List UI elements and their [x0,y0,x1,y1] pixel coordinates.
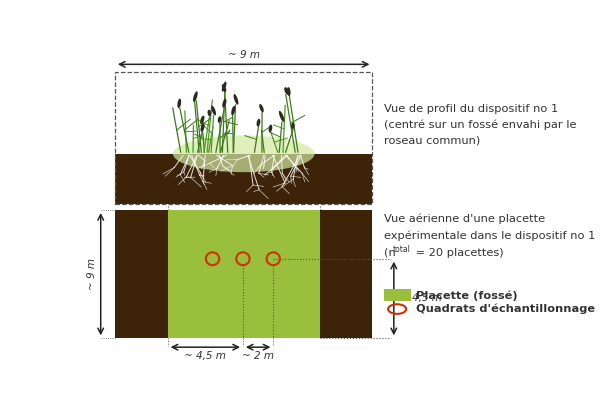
Text: Vue aérienne d'une placette: Vue aérienne d'une placette [384,213,546,224]
Ellipse shape [256,119,260,126]
Text: Vue de profil du dispositif no 1: Vue de profil du dispositif no 1 [384,104,558,114]
Text: (n: (n [384,248,396,258]
Ellipse shape [231,106,236,115]
Bar [384,289,411,301]
Text: Placette (fossé): Placette (fossé) [416,290,518,300]
Bar [115,72,373,204]
Text: ~ 2 m: ~ 2 m [242,351,274,361]
Ellipse shape [291,123,295,129]
Ellipse shape [200,123,205,132]
Ellipse shape [218,116,221,123]
Ellipse shape [259,104,264,112]
Ellipse shape [193,91,197,102]
Text: total: total [393,245,411,254]
Ellipse shape [284,87,288,94]
Bar [115,210,373,338]
Text: = 20 placettes): = 20 placettes) [412,248,504,258]
Ellipse shape [222,99,226,108]
Bar [168,210,320,338]
Text: ~ 4,5 m: ~ 4,5 m [400,294,442,304]
Ellipse shape [279,111,284,122]
Text: roseau commun): roseau commun) [384,136,480,146]
Text: ~ 9 m: ~ 9 m [228,50,260,60]
Ellipse shape [173,135,314,172]
Text: Quadrats d'échantillonnage: Quadrats d'échantillonnage [416,304,595,314]
Bar [115,154,373,204]
Ellipse shape [200,116,204,124]
Ellipse shape [222,84,226,92]
Bar [115,72,373,154]
Text: ~ 9 m: ~ 9 m [87,258,97,290]
Text: (centré sur un fossé envahi par le: (centré sur un fossé envahi par le [384,120,577,130]
Text: ~ 4,5 m: ~ 4,5 m [184,351,226,361]
Ellipse shape [211,106,216,115]
Ellipse shape [177,99,181,108]
Ellipse shape [287,87,290,96]
Text: expérimentale dans le dispositif no 1: expérimentale dans le dispositif no 1 [384,231,596,241]
Ellipse shape [269,125,272,132]
Ellipse shape [234,94,239,105]
Ellipse shape [222,82,226,92]
Ellipse shape [207,110,211,116]
